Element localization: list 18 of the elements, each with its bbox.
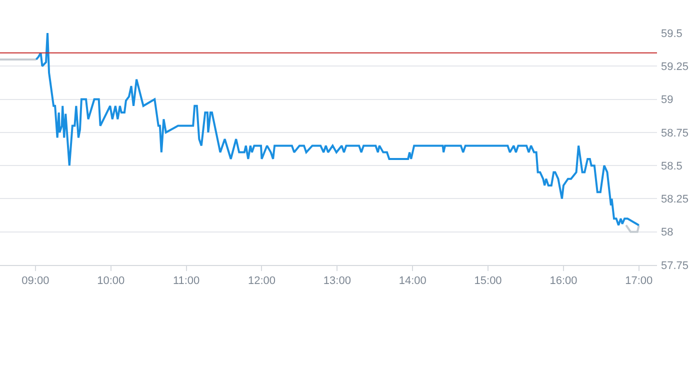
- y-tick-label: 58.25: [661, 194, 689, 206]
- x-tick-label: 16:00: [550, 275, 578, 288]
- y-tick-label: 57.75: [661, 260, 689, 272]
- y-tick-label: 59.25: [661, 60, 689, 73]
- x-tick-label: 09:00: [22, 275, 50, 288]
- y-tick-label: 58.75: [661, 127, 689, 140]
- x-tick-label: 11:00: [172, 275, 200, 288]
- x-tick-label: 12:00: [248, 275, 276, 288]
- x-tick-label: 13:00: [323, 275, 351, 288]
- x-tick-label: 10:00: [97, 275, 125, 288]
- y-tick-label: 58.5: [661, 160, 682, 172]
- line-series: [35, 33, 640, 226]
- y-tick-label: 59.5: [661, 28, 682, 40]
- x-tick-label: 17:00: [625, 275, 653, 288]
- x-tick-label: 14:00: [398, 275, 426, 288]
- y-tick-label: 59: [661, 94, 674, 106]
- x-tick-label: 15:00: [474, 275, 502, 288]
- y-tick-label: 58: [661, 226, 674, 239]
